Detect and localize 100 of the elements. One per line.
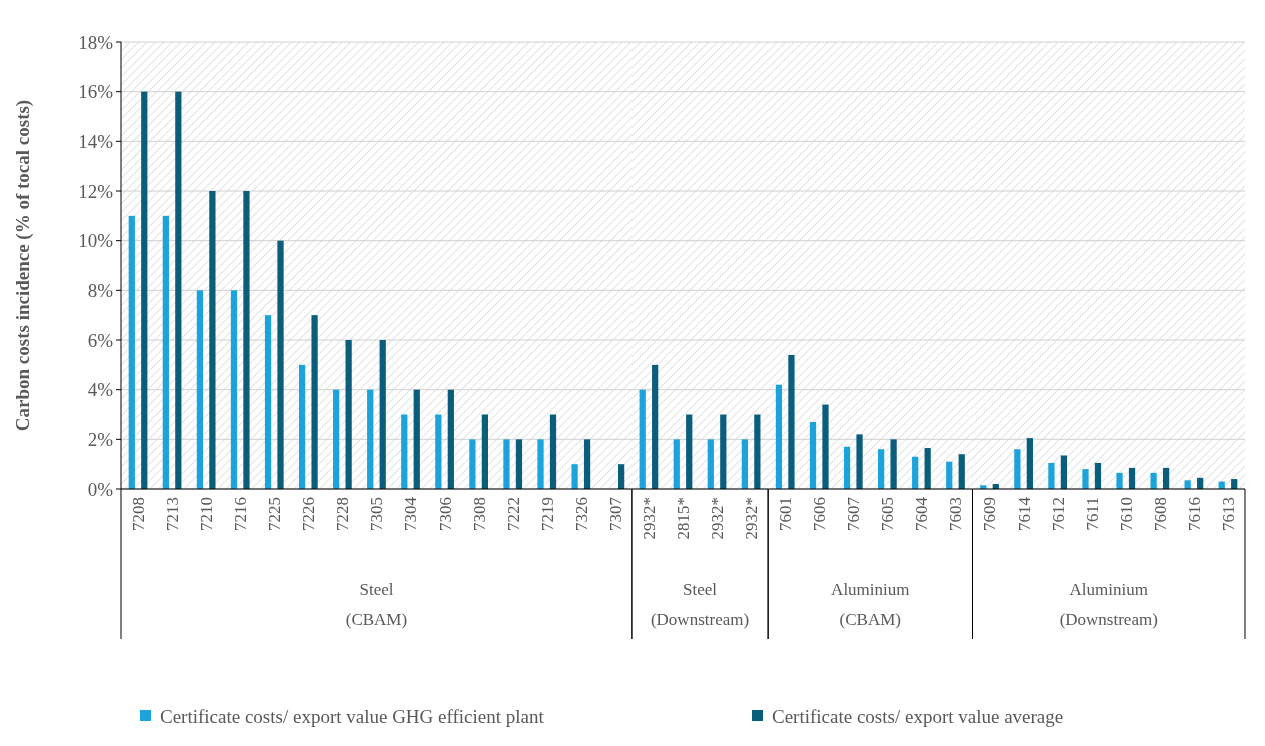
x-tick-label: 7304 — [401, 496, 421, 531]
bar — [1150, 472, 1157, 489]
x-tick-label: 2932* — [708, 497, 728, 540]
bar — [1026, 438, 1033, 489]
x-tick-label: 7607 — [844, 496, 864, 531]
x-tick-label: 7210 — [197, 497, 217, 531]
bar — [481, 414, 488, 489]
bar — [277, 240, 284, 489]
y-tick-label: 14% — [78, 130, 114, 152]
bar — [141, 91, 148, 489]
bar — [912, 456, 919, 489]
bar — [469, 439, 476, 489]
bar — [503, 439, 510, 489]
x-tick-label: 7326 — [571, 497, 591, 531]
x-tick-label: 7605 — [878, 497, 898, 531]
legend-label: Certificate costs/ export value average — [772, 705, 1064, 727]
y-tick-label: 8% — [87, 279, 114, 301]
bar — [741, 439, 748, 489]
bar — [311, 315, 318, 489]
x-tick-label: 7614 — [1014, 496, 1034, 531]
x-tick-label: 7608 — [1150, 497, 1170, 531]
x-axis-title: Aluminium (Downstream) — [1059, 580, 1158, 629]
x-tick-label: 7603 — [946, 497, 966, 531]
y-tick-label: 0% — [87, 478, 114, 500]
x-tick-label: 7219 — [537, 497, 557, 531]
x-tick-label: 7307 — [605, 496, 625, 531]
x-tick-label: 2932* — [639, 497, 659, 540]
bar — [435, 414, 442, 489]
y-axis-title: Carbon costs incidence (% of tocal costs) — [12, 99, 34, 432]
x-tick-label: 7609 — [980, 497, 1000, 531]
x-tick-label: 7208 — [128, 497, 148, 531]
bar — [1082, 469, 1089, 489]
bar — [333, 389, 340, 489]
bar — [878, 449, 885, 489]
bar — [379, 340, 386, 489]
bar — [720, 414, 727, 489]
x-tick-label: 7226 — [299, 497, 319, 531]
bar — [618, 464, 625, 489]
bar — [1014, 449, 1021, 489]
x-tick-label: 7228 — [333, 497, 353, 531]
bar — [162, 215, 169, 489]
bar — [1060, 455, 1068, 489]
bar — [890, 439, 897, 489]
bar — [1048, 462, 1055, 489]
y-tick-label: 18% — [78, 31, 114, 53]
bar — [652, 364, 659, 489]
bar — [413, 389, 420, 489]
y-tick-label: 16% — [78, 81, 114, 103]
bar — [230, 290, 238, 489]
bar — [754, 414, 761, 489]
x-tick-label: 7616 — [1184, 497, 1204, 531]
bar — [1094, 462, 1102, 489]
bar — [447, 389, 454, 489]
y-tick-label: 12% — [78, 180, 114, 202]
x-tick-label: 7305 — [367, 497, 387, 531]
bar — [345, 340, 352, 489]
bar — [686, 414, 693, 489]
x-tick-label: 7606 — [810, 497, 830, 531]
bar — [175, 91, 182, 489]
legend-label: Certificate costs/ export value GHG efficient plant — [160, 705, 545, 727]
x-tick-label: 7611 — [1082, 497, 1102, 531]
bar — [264, 315, 272, 489]
bar — [298, 364, 306, 489]
bar — [243, 191, 250, 489]
x-axis-title: Aluminium (CBAM) — [831, 580, 910, 629]
bar — [209, 191, 216, 489]
bar — [673, 439, 680, 489]
bar — [196, 290, 204, 489]
bar — [924, 448, 931, 489]
x-tick-label: 7612 — [1048, 497, 1068, 531]
bar — [583, 439, 591, 489]
bar — [856, 434, 863, 489]
bar — [775, 384, 783, 489]
x-tick-label: 7610 — [1116, 497, 1136, 531]
bar — [946, 461, 953, 489]
bar — [843, 446, 851, 489]
bar — [639, 389, 646, 489]
y-tick-label: 4% — [87, 379, 114, 401]
y-tick-label: 10% — [78, 230, 114, 252]
bar — [809, 421, 817, 489]
y-tick-label: 6% — [87, 329, 114, 351]
bar — [1128, 467, 1136, 489]
x-tick-label: 2932* — [742, 497, 762, 540]
x-tick-label: 2815* — [673, 497, 693, 540]
x-tick-label: 7604 — [912, 496, 932, 531]
bar — [537, 439, 544, 489]
x-axis-title: Steel (Downstream) — [650, 580, 750, 629]
bar — [788, 354, 795, 489]
x-axis-title: Steel (CBAM) — [345, 580, 408, 629]
x-tick-label: 7306 — [435, 497, 455, 531]
y-tick-label: 2% — [87, 428, 114, 450]
bar — [549, 414, 557, 489]
bar — [128, 215, 135, 489]
x-tick-label: 7613 — [1218, 497, 1238, 531]
bar — [1116, 472, 1123, 489]
x-tick-label: 7213 — [163, 497, 183, 531]
bar — [515, 439, 523, 489]
bar — [958, 454, 965, 489]
bar — [822, 404, 829, 489]
bar — [401, 414, 408, 489]
